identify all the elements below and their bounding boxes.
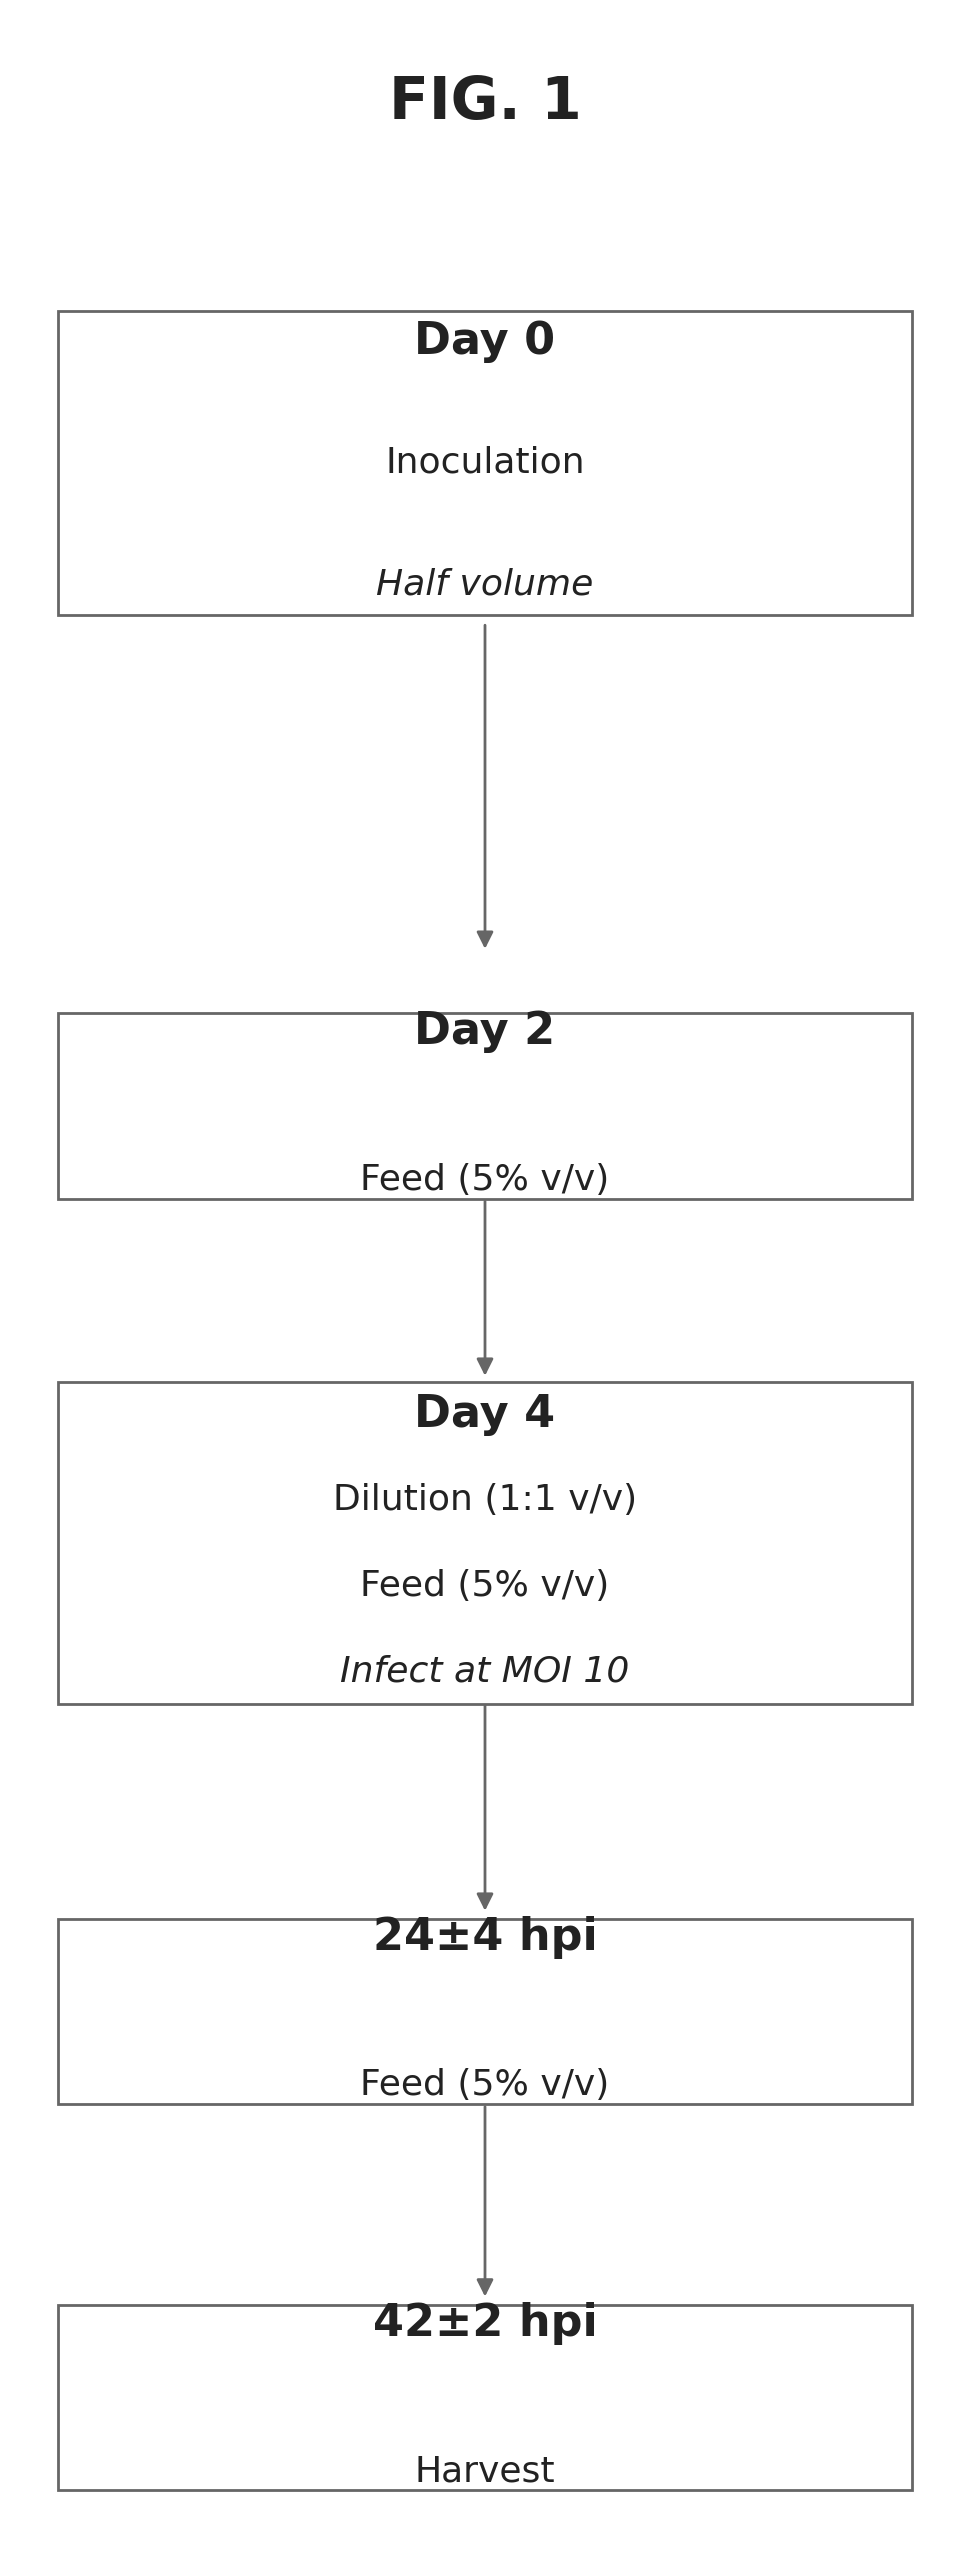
Text: Infect at MOI 10: Infect at MOI 10 [340,1654,629,1690]
FancyBboxPatch shape [58,1013,911,1199]
Text: Feed (5% v/v): Feed (5% v/v) [360,2068,609,2101]
Text: Dilution (1:1 v/v): Dilution (1:1 v/v) [332,1484,637,1517]
Text: 42±2 hpi: 42±2 hpi [372,2302,597,2346]
Text: Feed (5% v/v): Feed (5% v/v) [360,1569,609,1602]
Text: Day 0: Day 0 [414,319,555,363]
FancyBboxPatch shape [58,1384,911,1703]
Text: Half volume: Half volume [376,568,593,602]
Text: Day 2: Day 2 [414,1011,555,1055]
Text: FIG. 1: FIG. 1 [389,75,580,131]
FancyBboxPatch shape [58,1919,911,2104]
Text: Day 4: Day 4 [414,1394,555,1435]
Text: Feed (5% v/v): Feed (5% v/v) [360,1163,609,1196]
Text: Harvest: Harvest [415,2454,554,2487]
FancyBboxPatch shape [58,311,911,615]
Text: 24±4 hpi: 24±4 hpi [372,1916,597,1960]
FancyBboxPatch shape [58,2305,911,2490]
Text: Inoculation: Inoculation [385,445,584,481]
